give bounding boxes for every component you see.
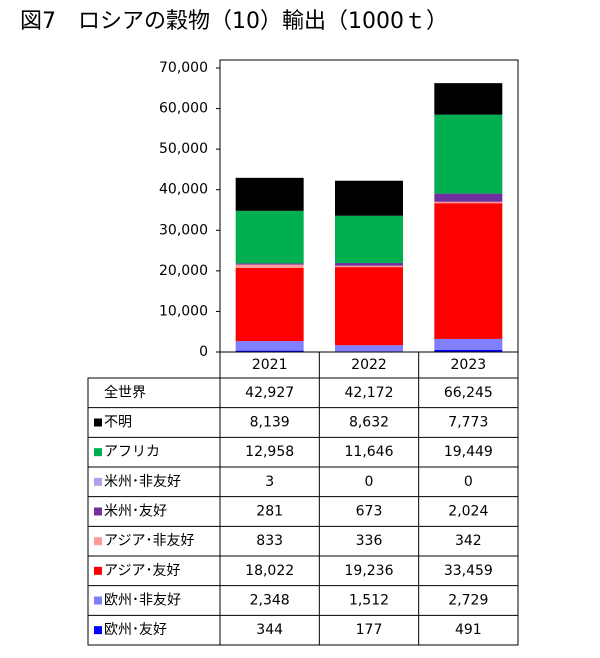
y-tick-label: 50,000 bbox=[159, 141, 208, 157]
x-tick-label: 2021 bbox=[252, 357, 288, 373]
legend-label: アジア･非友好 bbox=[104, 533, 194, 549]
bar-segment bbox=[236, 265, 304, 268]
table-cell: 2,348 bbox=[250, 593, 290, 609]
chart-title: 図7 ロシアの穀物（10）輸出（1000ｔ） bbox=[20, 9, 448, 34]
legend-swatch bbox=[94, 419, 102, 427]
row-label: 全世界 bbox=[104, 384, 146, 401]
table-cell: 7,773 bbox=[448, 415, 488, 431]
table-cell: 281 bbox=[256, 504, 283, 520]
table-cell: 18,022 bbox=[245, 563, 294, 579]
table-cell: 336 bbox=[356, 533, 383, 549]
legend-swatch bbox=[94, 478, 102, 486]
table-cell: 0 bbox=[464, 474, 473, 490]
y-tick-label: 60,000 bbox=[159, 101, 208, 117]
table-cell: 8,139 bbox=[250, 415, 290, 431]
table-cell: 2,024 bbox=[448, 504, 488, 520]
table-cell: 344 bbox=[256, 622, 283, 638]
bar-segment bbox=[335, 216, 403, 263]
bar-segment bbox=[434, 203, 502, 339]
legend-swatch bbox=[94, 508, 102, 516]
table-cell: 1,512 bbox=[349, 593, 389, 609]
table-cell: 2,729 bbox=[448, 593, 488, 609]
table-cell: 673 bbox=[356, 504, 383, 520]
bar-segment bbox=[236, 178, 304, 211]
y-tick-label: 40,000 bbox=[159, 182, 208, 198]
table-cell: 8,632 bbox=[349, 415, 389, 431]
legend-swatch bbox=[94, 537, 102, 545]
legend-label: アフリカ bbox=[104, 444, 160, 460]
legend-swatch bbox=[94, 567, 102, 575]
y-tick-label: 70,000 bbox=[159, 60, 208, 76]
bar-segment bbox=[236, 211, 304, 264]
table-cell: 33,459 bbox=[444, 563, 493, 579]
legend-label: 欧州･非友好 bbox=[104, 593, 181, 609]
bar-segment bbox=[236, 268, 304, 341]
bar-segment bbox=[335, 263, 403, 266]
legend-label: 不明 bbox=[104, 415, 132, 431]
x-tick-label: 2023 bbox=[451, 357, 487, 373]
table-cell: 66,245 bbox=[444, 385, 493, 401]
legend-swatch bbox=[94, 597, 102, 605]
y-tick-label: 10,000 bbox=[159, 303, 208, 319]
bar-segment bbox=[434, 194, 502, 202]
table-cell: 42,927 bbox=[245, 385, 294, 401]
bar-segment bbox=[236, 263, 304, 264]
table-cell: 342 bbox=[455, 533, 482, 549]
legend-swatch bbox=[94, 626, 102, 634]
table-cell: 177 bbox=[356, 622, 383, 638]
legend-swatch bbox=[94, 448, 102, 456]
bar-segment bbox=[335, 267, 403, 345]
bar-segment bbox=[335, 181, 403, 216]
legend-label: アジア･友好 bbox=[104, 563, 180, 579]
y-tick-label: 30,000 bbox=[159, 222, 208, 238]
legend-label: 米州･非友好 bbox=[104, 474, 181, 490]
table-cell: 0 bbox=[365, 474, 374, 490]
bar-segment bbox=[434, 202, 502, 203]
x-tick-label: 2022 bbox=[351, 357, 387, 373]
legend-label: 欧州･友好 bbox=[104, 622, 167, 638]
bar-segment bbox=[434, 339, 502, 350]
table-cell: 11,646 bbox=[345, 444, 394, 460]
bar-segment bbox=[434, 83, 502, 115]
table-cell: 491 bbox=[455, 622, 482, 638]
bar-segment bbox=[434, 115, 502, 194]
table-cell: 42,172 bbox=[345, 385, 394, 401]
bar-segment bbox=[335, 345, 403, 351]
bar-segment bbox=[335, 266, 403, 267]
bar-segment bbox=[236, 341, 304, 351]
table-cell: 833 bbox=[256, 533, 283, 549]
y-tick-label: 20,000 bbox=[159, 263, 208, 279]
table-cell: 3 bbox=[265, 474, 274, 490]
legend-label: 米州･友好 bbox=[104, 504, 167, 520]
table-cell: 12,958 bbox=[245, 444, 294, 460]
table-cell: 19,236 bbox=[345, 563, 394, 579]
table-cell: 19,449 bbox=[444, 444, 493, 460]
y-tick-label: 0 bbox=[199, 344, 208, 360]
